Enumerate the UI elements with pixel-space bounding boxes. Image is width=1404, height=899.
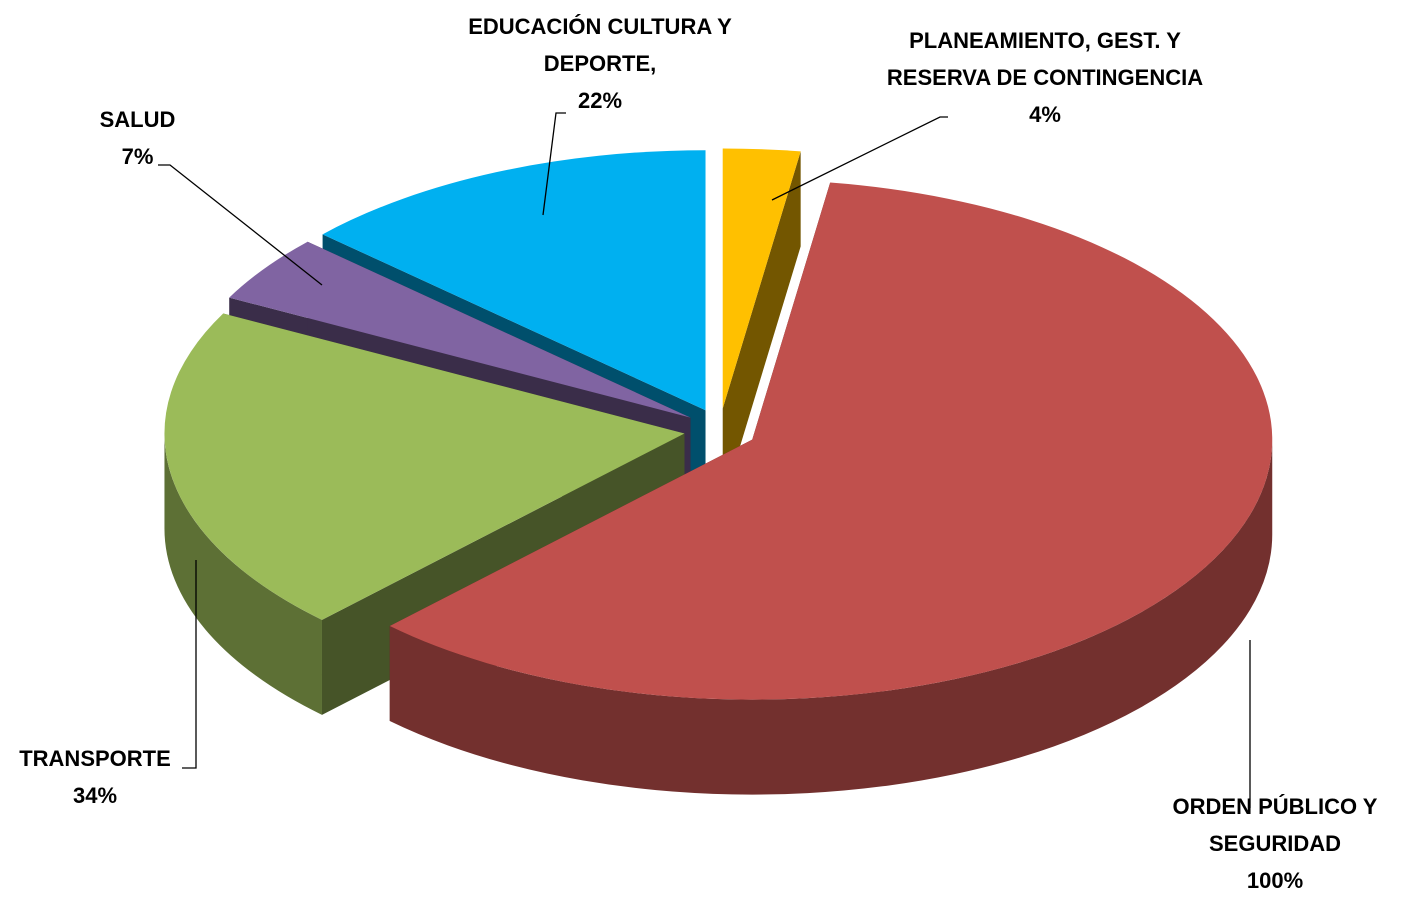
slice — [389, 182, 1273, 700]
category-label: PLANEAMIENTO, GEST. Y RESERVA DE CONTING… — [886, 28, 1204, 90]
value-label: 22% — [577, 88, 623, 113]
slice — [722, 148, 801, 409]
slice — [164, 313, 685, 620]
leader-line — [158, 164, 323, 286]
category-label: ORDEN PÚBLICO Y SEGURIDAD — [1172, 794, 1378, 856]
category-label: TRANSPORTE — [19, 746, 171, 771]
category-label: SALUD — [99, 107, 176, 132]
slice — [229, 241, 691, 418]
slice-side — [164, 433, 322, 715]
value-label: 34% — [72, 783, 118, 808]
slice-side — [389, 439, 1273, 795]
slice — [322, 150, 706, 411]
value-label: 7% — [121, 144, 154, 169]
data-label: EDUCACIÓN CULTURA Y DEPORTE, 22% — [440, 8, 760, 119]
data-label: TRANSPORTE 34% — [5, 740, 185, 814]
slice — [389, 182, 1273, 795]
data-label: SALUD 7% — [50, 101, 225, 175]
category-label: EDUCACIÓN CULTURA Y DEPORTE, — [468, 14, 732, 76]
value-label: 100% — [1246, 868, 1304, 893]
value-label: 4% — [1029, 102, 1061, 127]
data-label: PLANEAMIENTO, GEST. Y RESERVA DE CONTING… — [880, 22, 1210, 133]
leader-line — [771, 116, 948, 201]
leader-line — [542, 112, 566, 216]
leader-line — [182, 560, 197, 769]
slice-radial-face — [722, 151, 801, 504]
data-label: ORDEN PÚBLICO Y SEGURIDAD 100% — [1160, 788, 1390, 899]
slice — [722, 148, 801, 504]
